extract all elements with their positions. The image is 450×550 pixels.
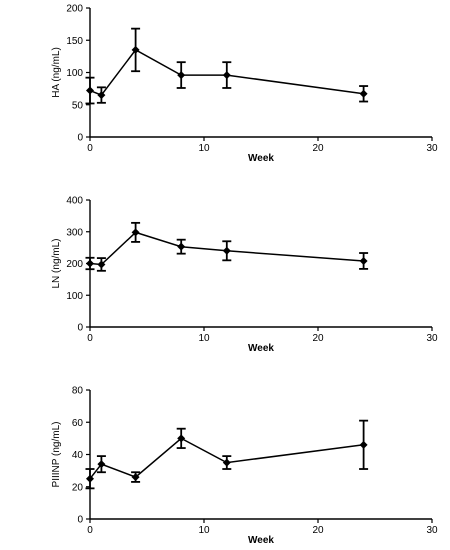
chart-2-x-tick-label: 10: [198, 333, 210, 344]
chart-1-y-tick-label: 0: [77, 133, 83, 144]
chart-3: 0 20 40 60 80 0 10 20 30 Week PIIINP (ng/mL): [51, 386, 438, 547]
chart-1-x-tick-label: 20: [312, 143, 324, 154]
chart-2-x-axis-title: Week: [248, 343, 274, 354]
chart-1-y-tick-label: 100: [66, 68, 83, 79]
chart-2-y-tick-label: 200: [66, 259, 83, 270]
chart-3-y-tick-label: 40: [72, 450, 84, 461]
chart-3-y-axis-title: PIIINP (ng/mL): [51, 422, 62, 488]
chart-2-y-tick-label: 400: [66, 196, 83, 207]
chart-1-x-tick-label: 0: [87, 143, 93, 154]
chart-3-x-tick-label: 20: [312, 525, 324, 536]
chart-3-data-point: [131, 473, 140, 482]
chart-1-y-axis-title: HA (ng/mL): [51, 47, 62, 98]
chart-1-data-point: [222, 71, 231, 80]
chart-3-data-point: [86, 474, 94, 483]
chart-1-y-tick-label: 50: [72, 100, 84, 111]
chart-1-x-tick-label: 30: [426, 143, 438, 154]
chart-1-data-point: [359, 89, 368, 98]
chart-1-data-point: [86, 86, 94, 95]
chart-3-y-tick-label: 0: [77, 515, 83, 526]
chart-3-y-tick-label: 20: [72, 482, 84, 493]
chart-3-x-axis-title: Week: [248, 535, 274, 546]
chart-3-x-tick-label: 0: [87, 525, 93, 536]
chart-1: 0 50 100 150 200 0 10 20 30 Week HA (ng/mL): [51, 4, 438, 165]
chart-3-x-tick-label: 10: [198, 525, 210, 536]
chart-1-data-point: [97, 91, 106, 100]
chart-3-data-point: [97, 460, 106, 469]
chart-2-y-tick-label: 300: [66, 227, 83, 238]
chart-2-y-axis-title: LN (ng/mL): [51, 238, 62, 288]
chart-2-y-tick-label: 0: [77, 323, 83, 334]
chart-3-series-line: [89, 437, 364, 480]
chart-2-x-tick-label: 20: [312, 333, 324, 344]
chart-2: 0 100 200 300 400 0 10 20 30 Week LN (ng/mL): [51, 196, 438, 355]
chart-3-data-point: [222, 458, 231, 467]
chart-3-y-tick-label: 80: [72, 386, 84, 397]
chart-2-x-tick-label: 30: [426, 333, 438, 344]
chart-2-x-tick-label: 0: [87, 333, 93, 344]
chart-1-x-tick-label: 10: [198, 143, 210, 154]
chart-1-x-axis-title: Week: [248, 153, 274, 164]
chart-3-y-tick-label: 60: [72, 418, 84, 429]
chart-2-data-point: [86, 259, 94, 268]
chart-2-y-tick-label: 100: [66, 291, 83, 302]
chart-3-x-tick-label: 30: [426, 525, 438, 536]
chart-3-data-point: [177, 434, 186, 443]
chart-1-y-tick-label: 150: [66, 36, 83, 47]
chart-1-data-point: [177, 71, 186, 80]
chart-2-data-point: [222, 246, 231, 255]
chart-3-data-point: [359, 440, 368, 449]
chart-1-data-point: [131, 45, 140, 54]
chart-2-data-point: [97, 260, 106, 269]
chart-2-data-point: [131, 228, 140, 237]
chart-2-data-point: [177, 242, 186, 251]
chart-2-data-point: [359, 256, 368, 265]
chart-1-y-tick-label: 200: [66, 4, 83, 15]
